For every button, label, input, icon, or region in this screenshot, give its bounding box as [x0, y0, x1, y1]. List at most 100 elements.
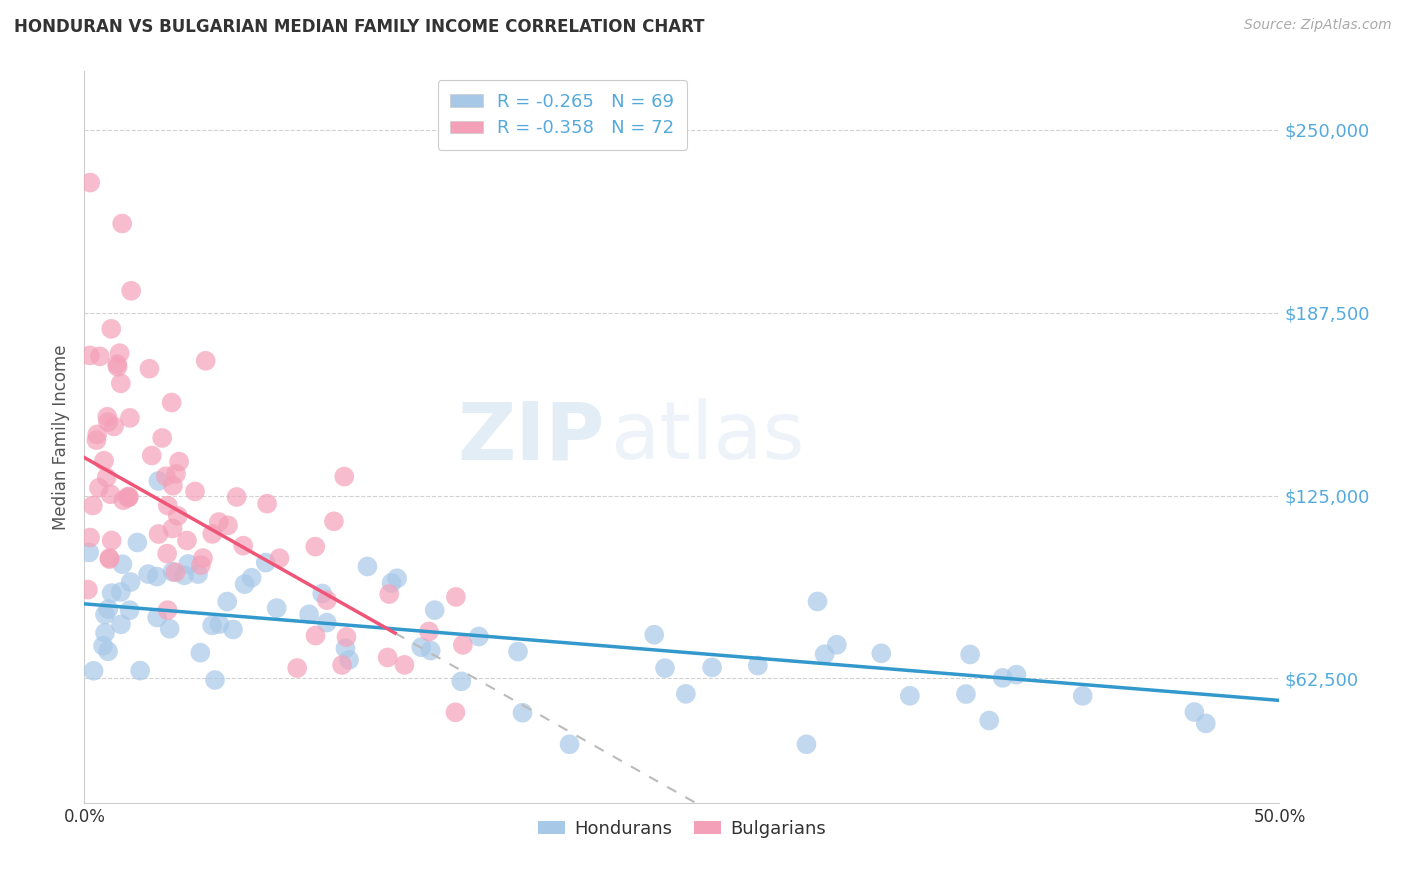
Point — [100, 322, 122, 336]
Point — [380, 575, 402, 590]
Point — [111, 558, 134, 572]
Point — [558, 737, 581, 751]
Point — [955, 687, 977, 701]
Point — [423, 603, 446, 617]
Point — [117, 490, 139, 504]
Point — [506, 644, 529, 658]
Point — [91, 639, 114, 653]
Point — [444, 706, 467, 720]
Point — [159, 622, 181, 636]
Point — [100, 533, 122, 548]
Point — [217, 594, 239, 608]
Point — [335, 641, 357, 656]
Point — [898, 689, 921, 703]
Point — [217, 518, 239, 533]
Point — [298, 607, 321, 622]
Point — [378, 587, 401, 601]
Point — [118, 410, 141, 425]
Point — [316, 593, 339, 607]
Point — [285, 661, 308, 675]
Point — [233, 577, 256, 591]
Point — [103, 419, 125, 434]
Point — [232, 539, 254, 553]
Point — [222, 623, 245, 637]
Text: Source: ZipAtlas.com: Source: ZipAtlas.com — [1244, 18, 1392, 32]
Legend: Hondurans, Bulgarians: Hondurans, Bulgarians — [531, 813, 832, 845]
Point — [322, 514, 344, 528]
Point — [176, 533, 198, 548]
Point — [79, 348, 101, 362]
Point — [337, 653, 360, 667]
Point — [419, 643, 441, 657]
Point — [86, 433, 108, 447]
Point — [311, 586, 333, 600]
Point — [120, 284, 142, 298]
Point — [79, 531, 101, 545]
Point — [110, 585, 132, 599]
Point — [411, 640, 433, 655]
Point — [814, 647, 837, 661]
Point — [1195, 716, 1218, 731]
Point — [173, 568, 195, 582]
Point — [166, 508, 188, 523]
Point — [451, 638, 474, 652]
Point — [385, 571, 408, 585]
Point — [83, 664, 105, 678]
Point — [94, 607, 117, 622]
Point — [512, 706, 534, 720]
Point — [105, 357, 128, 371]
Point — [184, 484, 207, 499]
Point — [112, 493, 135, 508]
Point — [194, 353, 217, 368]
Point — [141, 449, 163, 463]
Point — [333, 469, 356, 483]
Text: atlas: atlas — [610, 398, 804, 476]
Point — [87, 481, 110, 495]
Point — [148, 474, 170, 488]
Point — [959, 648, 981, 662]
Point — [120, 575, 142, 590]
Point — [1182, 705, 1205, 719]
Point — [77, 582, 100, 597]
Point — [700, 660, 723, 674]
Y-axis label: Median Family Income: Median Family Income — [52, 344, 70, 530]
Point — [165, 467, 187, 481]
Point — [190, 558, 212, 572]
Point — [806, 594, 828, 608]
Point — [394, 657, 416, 672]
Point — [162, 478, 184, 492]
Point — [156, 499, 179, 513]
Point — [155, 469, 177, 483]
Point — [100, 487, 122, 501]
Point — [870, 646, 893, 660]
Point — [118, 603, 141, 617]
Point — [97, 602, 120, 616]
Point — [150, 431, 173, 445]
Point — [825, 638, 848, 652]
Point — [148, 527, 170, 541]
Point — [146, 569, 169, 583]
Point — [110, 376, 132, 391]
Point — [450, 674, 472, 689]
Point — [208, 515, 231, 529]
Point — [167, 454, 190, 468]
Point — [127, 535, 149, 549]
Point — [165, 566, 187, 580]
Point — [187, 567, 209, 582]
Point — [97, 415, 120, 429]
Point — [94, 626, 117, 640]
Point — [136, 567, 159, 582]
Point — [254, 556, 277, 570]
Point — [256, 497, 278, 511]
Point — [1071, 689, 1094, 703]
Point — [118, 490, 141, 504]
Point — [162, 565, 184, 579]
Point — [156, 603, 179, 617]
Point — [201, 527, 224, 541]
Point — [468, 630, 491, 644]
Point — [654, 661, 676, 675]
Point — [796, 737, 818, 751]
Point — [418, 624, 440, 639]
Point — [82, 499, 104, 513]
Point — [86, 427, 108, 442]
